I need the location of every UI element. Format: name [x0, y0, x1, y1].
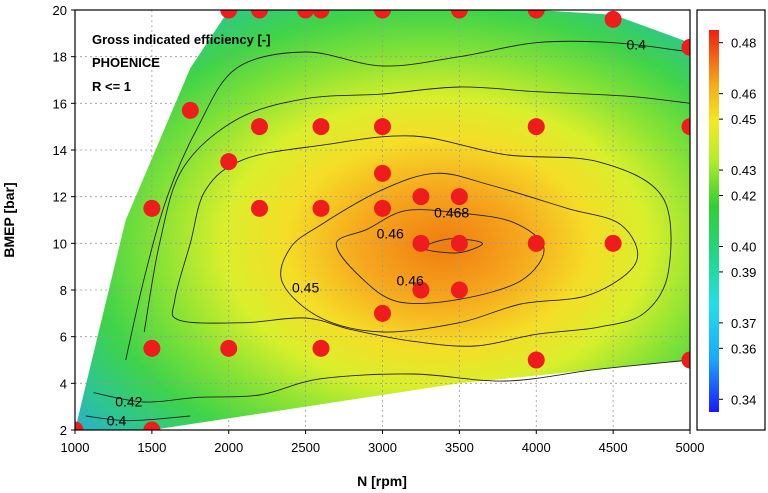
annotation-condition: R <= 1 [92, 79, 131, 94]
operating-point [374, 304, 391, 322]
operating-point [251, 199, 268, 217]
y-tick-label: 4 [60, 376, 67, 391]
colorbar-tick-label: 0.46 [731, 87, 756, 102]
x-axis-ticks: 1000 1500 2000 2500 3000 3500 4000 4500 5000 [61, 430, 705, 455]
colorbar-gradient [709, 30, 719, 412]
operating-point [220, 10, 238, 19]
operating-point [527, 351, 545, 369]
x-tick-label: 2000 [214, 440, 243, 455]
operating-point [681, 351, 690, 369]
operating-point [412, 234, 430, 252]
x-tick-label: 3000 [368, 440, 397, 455]
colorbar: 0.34 0.36 0.37 0.39 0.40 0.42 0.43 0.45 0.46 0.48 [696, 9, 766, 431]
y-axis-ticks: 2 4 6 8 10 12 14 16 18 20 [53, 3, 75, 438]
x-tick-label: 4000 [522, 440, 551, 455]
colorbar-frame [696, 9, 766, 431]
y-tick-label: 12 [53, 190, 67, 205]
operating-point [312, 199, 330, 217]
operating-point [75, 421, 84, 430]
x-tick-label: 2500 [291, 440, 320, 455]
operating-point [181, 101, 199, 119]
operating-point [374, 199, 391, 217]
x-tick-label: 3500 [445, 440, 474, 455]
annotation-engine: PHOENICE [92, 55, 160, 70]
x-tick-label: 4500 [599, 440, 628, 455]
operating-point [312, 10, 330, 19]
colorbar-tick-label: 0.36 [731, 341, 756, 356]
contour-labels: 0.4 0.46 0.468 0.46 0.45 0.42 0.4 [107, 37, 646, 429]
operating-point [251, 118, 268, 136]
contour-label: 0.42 [115, 394, 142, 410]
contour-label: 0.468 [434, 205, 469, 221]
y-tick-label: 14 [53, 143, 67, 158]
operating-point [450, 188, 468, 206]
contour-label: 0.45 [292, 279, 319, 295]
colorbar-tick-label: 0.43 [731, 163, 756, 178]
colorbar-tick-label: 0.34 [731, 392, 756, 407]
operating-point [527, 234, 545, 252]
colorbar-tick-label: 0.42 [731, 189, 756, 204]
x-axis-label: N [rpm] [357, 473, 407, 489]
operating-point [297, 10, 315, 19]
operating-point [220, 339, 238, 357]
contour-label: 0.46 [377, 226, 404, 242]
operating-point [412, 281, 430, 299]
operating-point [251, 10, 268, 19]
y-tick-label: 10 [53, 236, 67, 251]
y-tick-label: 8 [60, 283, 67, 298]
operating-point [312, 118, 330, 136]
y-tick-label: 20 [53, 3, 67, 18]
operating-point [374, 118, 391, 136]
x-tick-label: 5000 [676, 440, 705, 455]
operating-point [143, 421, 161, 430]
contour-line [93, 359, 690, 403]
operating-point [681, 38, 690, 56]
x-tick-label: 1000 [61, 440, 90, 455]
contour-line [143, 86, 690, 333]
y-tick-label: 18 [53, 50, 67, 65]
annotation-box: Gross indicated efficiency [-] PHOENICE … [92, 32, 270, 94]
contour-label: 0.4 [107, 412, 127, 428]
operating-point [527, 10, 545, 19]
contour-lines [85, 40, 690, 422]
colorbar-tick-label: 0.39 [731, 265, 756, 280]
operating-point [374, 164, 391, 182]
operating-point [412, 188, 430, 206]
operating-point [450, 10, 468, 19]
operating-point [312, 339, 330, 357]
operating-point [143, 199, 161, 217]
operating-point [374, 10, 391, 19]
y-tick-label: 2 [60, 423, 67, 438]
colorbar-tick-label: 0.48 [731, 36, 756, 51]
operating-point [681, 118, 690, 136]
operating-point [527, 118, 545, 136]
contour-line [85, 415, 191, 422]
operating-point [450, 281, 468, 299]
contour-line [280, 172, 639, 333]
colorbar-ticks: 0.34 0.36 0.37 0.39 0.40 0.42 0.43 0.45 0.46 0.48 [719, 36, 756, 407]
y-axis-label: BMEP [bar] [1, 182, 17, 257]
contour-label: 0.46 [397, 272, 424, 288]
operating-point [450, 234, 468, 252]
annotation-title: Gross indicated efficiency [-] [92, 32, 270, 47]
operating-points [75, 10, 690, 430]
colorbar-tick-label: 0.45 [731, 112, 756, 127]
operating-point [220, 153, 238, 171]
contour-line [125, 40, 690, 361]
colorbar-tick-label: 0.37 [731, 316, 756, 331]
contour-line [335, 209, 545, 305]
y-tick-label: 6 [60, 330, 67, 345]
x-tick-label: 1500 [137, 440, 166, 455]
contour-line [422, 238, 483, 254]
contour-label: 0.4 [626, 37, 646, 53]
colorbar-tick-label: 0.40 [731, 239, 756, 254]
operating-point [143, 339, 161, 357]
contour-line [171, 135, 672, 347]
operating-point [604, 10, 622, 28]
operating-point [604, 234, 622, 252]
y-tick-label: 16 [53, 96, 67, 111]
